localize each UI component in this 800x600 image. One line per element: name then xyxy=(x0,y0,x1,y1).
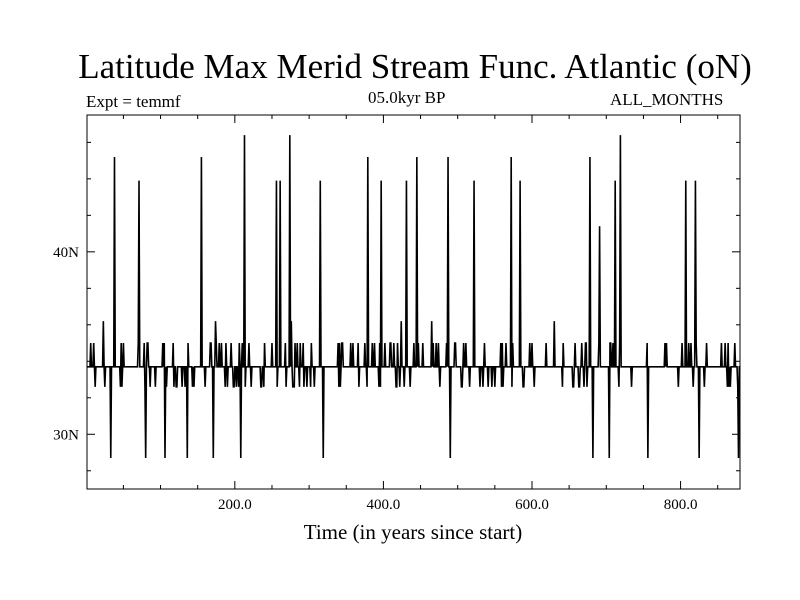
x-tick-label: 400.0 xyxy=(367,497,401,513)
x-tick-label: 600.0 xyxy=(515,497,549,513)
x-axis-label: Time (in years since start) xyxy=(304,520,523,544)
y-tick-label: 40N xyxy=(53,245,79,261)
x-tick-label: 800.0 xyxy=(664,497,698,513)
chart-title: Latitude Max Merid Stream Func. Atlantic… xyxy=(78,47,752,86)
x-tick-label: 200.0 xyxy=(218,497,252,513)
experiment-label: Expt = temmf xyxy=(86,92,181,111)
period-label: 05.0kyr BP xyxy=(368,88,446,107)
series-group xyxy=(87,135,741,458)
y-tick-label: 30N xyxy=(53,427,79,443)
axis-ticks: 200.0 400.0 600.0 800.0 30N 40N xyxy=(53,115,740,513)
months-label: ALL_MONTHS xyxy=(610,90,724,109)
series-line xyxy=(87,135,741,458)
plot-frame xyxy=(86,114,741,490)
